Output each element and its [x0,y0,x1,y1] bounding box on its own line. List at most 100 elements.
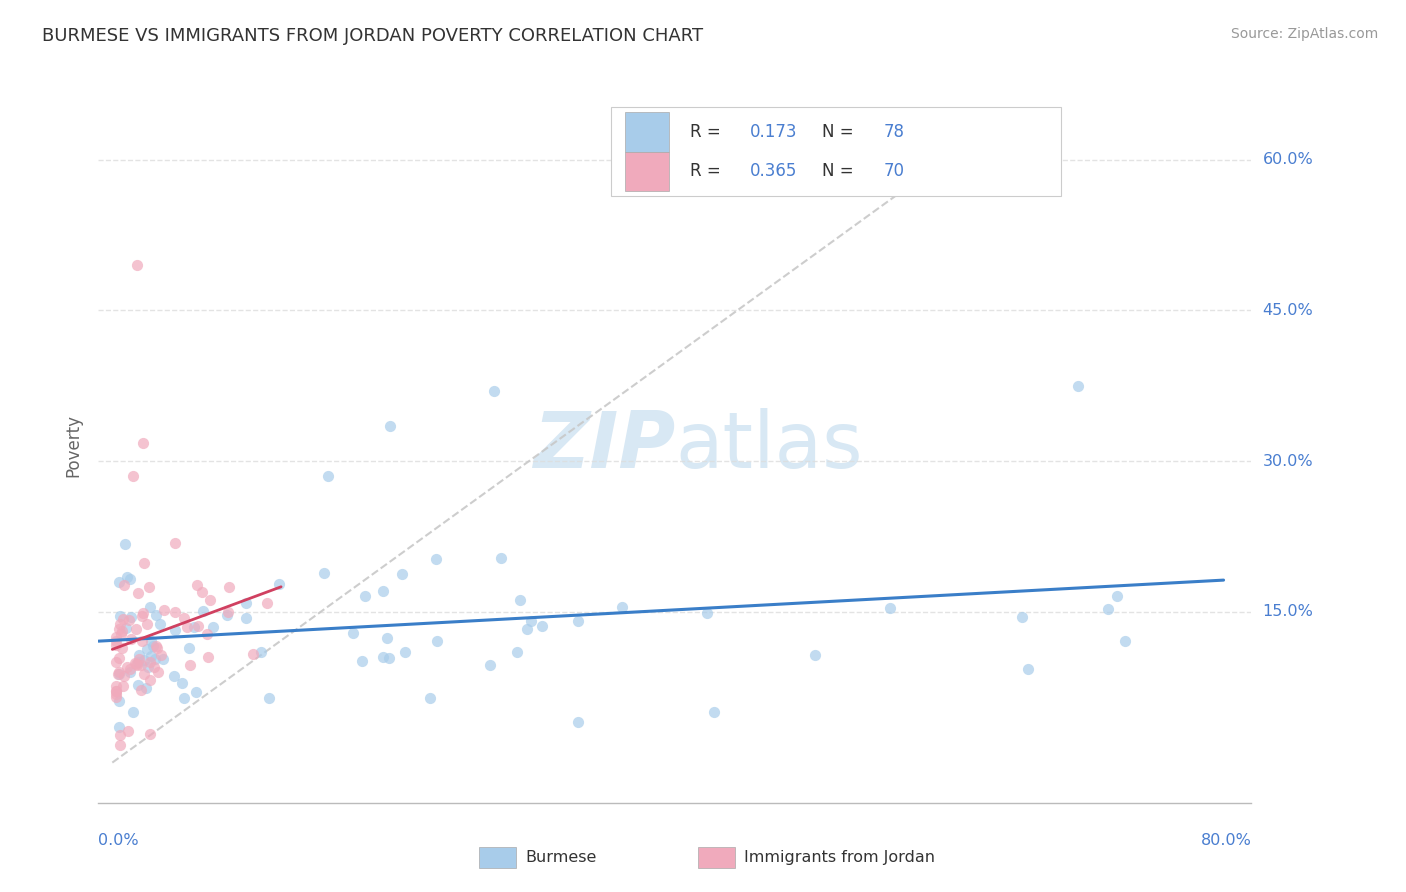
Point [187,619,209,633]
Point [138,655,160,669]
Point [179,657,201,672]
Point [131,608,153,623]
Point [1017,662,1039,676]
Point [108,728,131,742]
Point [124,656,146,670]
Point [120,610,142,624]
Point [139,634,162,648]
Point [491,551,513,566]
Point [879,601,901,615]
Point [191,604,214,618]
Point [108,651,131,665]
Point [138,660,160,674]
Point [509,593,531,607]
FancyBboxPatch shape [612,107,1062,196]
Point [105,630,128,644]
Text: BURMESE VS IMMIGRANTS FROM JORDAN POVERTY CORRELATION CHART: BURMESE VS IMMIGRANTS FROM JORDAN POVERT… [42,27,703,45]
Point [111,679,134,693]
Point [520,615,543,629]
Point [371,584,394,599]
Point [118,572,141,586]
Point [128,648,150,662]
Text: Burmese: Burmese [524,850,596,865]
Point [131,634,153,648]
Point [516,622,538,636]
Point [195,626,218,640]
Point [112,578,135,592]
Point [197,649,219,664]
Point [179,641,201,656]
Text: 15.0%: 15.0% [1263,605,1313,619]
Point [242,647,264,661]
Text: 0.0%: 0.0% [98,833,139,848]
Point [316,469,339,483]
Point [132,607,155,621]
Point [132,667,155,681]
Point [378,651,401,665]
Point [110,739,132,753]
Point [1105,589,1128,603]
Point [314,566,336,581]
Text: atlas: atlas [675,408,862,484]
Text: ZIP: ZIP [533,408,675,484]
Point [105,638,128,652]
Point [143,660,166,674]
FancyBboxPatch shape [479,847,516,869]
Point [173,691,195,706]
Point [215,607,238,622]
Point [136,641,159,656]
Point [129,657,152,672]
Point [139,727,162,741]
Point [191,584,214,599]
Point [531,619,554,633]
Point [125,657,148,671]
Point [143,651,166,665]
Point [149,648,172,662]
Point [198,593,221,607]
Point [114,621,136,635]
Text: Source: ZipAtlas.com: Source: ZipAtlas.com [1230,27,1378,41]
Point [484,384,506,398]
Point [108,694,131,708]
Point [148,665,170,679]
Point [153,603,176,617]
Point [105,655,128,669]
Text: 45.0%: 45.0% [1263,302,1313,318]
Point [117,724,139,739]
Point [148,616,170,631]
FancyBboxPatch shape [626,112,669,152]
Point [350,653,373,667]
Point [127,655,149,669]
Point [173,611,195,625]
Point [426,634,449,648]
Point [1011,609,1033,624]
Point [1067,378,1090,392]
Point [129,683,152,698]
Point [105,679,128,693]
Point [696,606,718,620]
Point [139,599,162,614]
Point [120,632,142,646]
Point [567,614,589,628]
Point [342,626,364,640]
Point [105,687,128,701]
Point [135,616,157,631]
Point [128,652,150,666]
FancyBboxPatch shape [626,152,669,191]
Text: N =: N = [823,123,859,141]
Point [163,536,186,550]
Point [703,706,725,720]
Point [163,669,186,683]
Point [112,669,135,683]
Point [419,691,441,706]
Point [145,640,167,654]
Point [186,577,208,591]
Point [105,683,128,698]
Point [172,676,194,690]
Point [105,683,128,698]
Point [117,659,139,673]
Text: 0.365: 0.365 [749,162,797,180]
Point [394,644,416,658]
Point [183,620,205,634]
Point [1097,601,1119,615]
